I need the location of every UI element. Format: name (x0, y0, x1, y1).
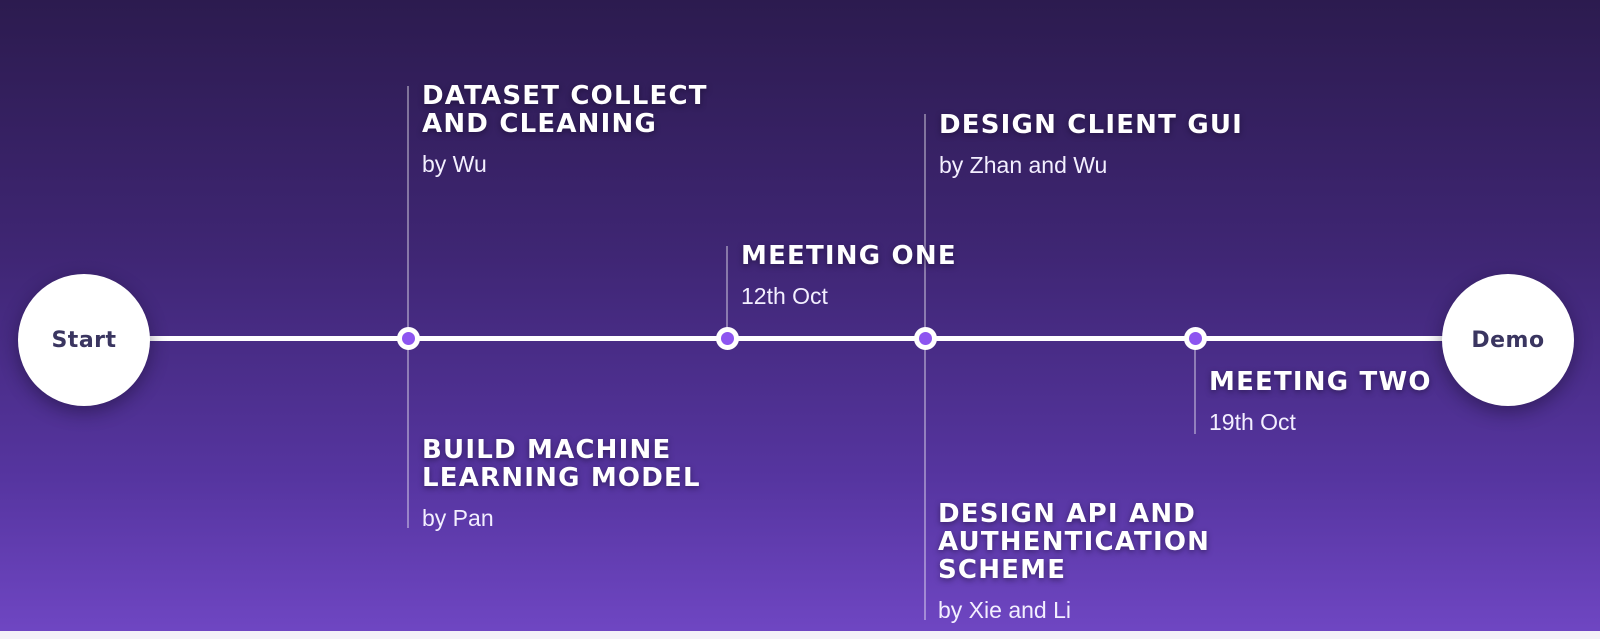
event-design-client-gui: DESIGN CLIENT GUI by Zhan and Wu (939, 111, 1299, 179)
event-build-model: BUILD MACHINE LEARNING MODEL by Pan (422, 436, 742, 532)
timeline-line (140, 336, 1460, 341)
node-1 (397, 327, 420, 350)
event-design-api-auth: DESIGN API AND AUTHENTICATION SCHEME by … (938, 500, 1258, 624)
event-subtitle: by Xie and Li (938, 597, 1071, 623)
event-title: MEETING TWO (1209, 367, 1432, 397)
node-3 (914, 327, 937, 350)
stem-meeting-two (1194, 342, 1196, 434)
bottom-strip (0, 631, 1600, 639)
event-subtitle: by Pan (422, 505, 494, 531)
event-subtitle: 19th Oct (1209, 409, 1296, 435)
event-subtitle: by Wu (422, 151, 487, 177)
event-subtitle: by Zhan and Wu (939, 152, 1108, 178)
stem-meeting-one (726, 246, 728, 334)
event-title: MEETING ONE (741, 241, 957, 271)
event-meeting-one: MEETING ONE 12th Oct (741, 242, 1011, 310)
event-title: DESIGN API AND AUTHENTICATION SCHEME (938, 499, 1211, 585)
event-subtitle: 12th Oct (741, 283, 828, 309)
stem-dataset (407, 86, 409, 334)
start-label: Start (51, 327, 117, 353)
timeline-end-circle: Demo (1442, 274, 1574, 406)
event-title: BUILD MACHINE LEARNING MODEL (422, 435, 701, 493)
event-title: DATASET COLLECT AND CLEANING (422, 81, 708, 139)
event-title: DESIGN CLIENT GUI (939, 110, 1244, 140)
node-2 (716, 327, 739, 350)
demo-label: Demo (1471, 327, 1545, 353)
timeline-start-circle: Start (18, 274, 150, 406)
event-meeting-two: MEETING TWO 19th Oct (1209, 368, 1469, 436)
stem-build-model (407, 342, 409, 528)
node-4 (1184, 327, 1207, 350)
event-dataset-collect: DATASET COLLECT AND CLEANING by Wu (422, 82, 752, 178)
stem-client-gui (924, 114, 926, 334)
stem-api-auth (924, 342, 926, 620)
